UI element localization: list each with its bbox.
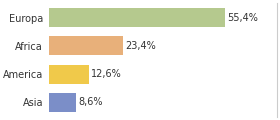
Text: 12,6%: 12,6% (91, 69, 122, 79)
Text: 55,4%: 55,4% (227, 13, 258, 23)
Text: 23,4%: 23,4% (125, 41, 156, 51)
Bar (49, 8, 225, 27)
Bar (49, 93, 76, 112)
Bar (49, 36, 123, 55)
Text: 8,6%: 8,6% (78, 97, 103, 107)
Bar (49, 65, 88, 84)
